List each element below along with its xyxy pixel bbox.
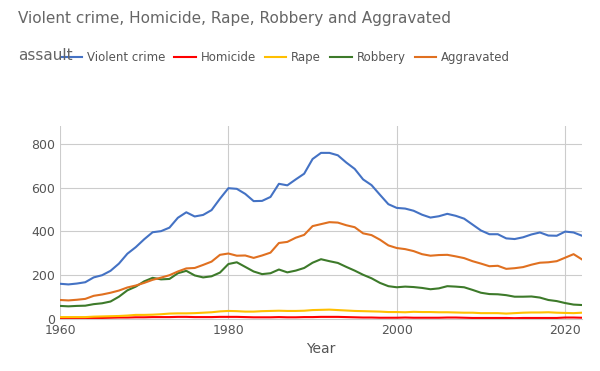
Aggravated [334, 220, 341, 225]
Robbery [570, 302, 577, 307]
Rape [317, 308, 325, 312]
Robbery [578, 303, 586, 307]
Line: Rape: Rape [60, 310, 582, 317]
Homicide [208, 315, 215, 319]
Violent crime [435, 214, 442, 219]
Violent crime [578, 233, 586, 238]
Robbery [435, 286, 442, 290]
Rape [326, 308, 333, 312]
Homicide [578, 315, 586, 320]
Robbery [65, 304, 72, 309]
Rape [200, 311, 207, 315]
Homicide [427, 315, 434, 320]
Text: Violent crime, Homicide, Rape, Robbery and Aggravated: Violent crime, Homicide, Rape, Robbery a… [18, 11, 451, 26]
Aggravated [578, 257, 586, 262]
Robbery [309, 260, 316, 265]
Line: Aggravated: Aggravated [60, 222, 582, 301]
Line: Violent crime: Violent crime [60, 153, 582, 285]
Aggravated [56, 298, 64, 302]
Homicide [56, 316, 64, 320]
Line: Robbery: Robbery [60, 259, 582, 306]
Robbery [208, 274, 215, 279]
Violent crime [208, 208, 215, 212]
Homicide [511, 316, 518, 321]
Robbery [56, 304, 64, 308]
Aggravated [208, 259, 215, 264]
Line: Homicide: Homicide [60, 317, 582, 318]
Rape [427, 310, 434, 314]
Violent crime [570, 230, 577, 235]
Aggravated [435, 253, 442, 257]
Violent crime [309, 157, 316, 161]
Violent crime [65, 282, 72, 287]
Rape [217, 309, 224, 313]
Homicide [174, 315, 181, 319]
Violent crime [334, 153, 341, 158]
Aggravated [225, 251, 232, 256]
Text: assault: assault [18, 48, 73, 63]
Aggravated [570, 252, 577, 256]
Homicide [225, 315, 232, 319]
Rape [570, 311, 577, 315]
Robbery [225, 262, 232, 266]
Violent crime [317, 151, 325, 155]
Aggravated [65, 298, 72, 303]
Rape [578, 311, 586, 315]
Homicide [570, 315, 577, 320]
Rape [301, 309, 308, 313]
Robbery [334, 261, 341, 265]
Rape [56, 315, 64, 319]
Aggravated [309, 224, 316, 228]
Legend: Violent crime, Homicide, Rape, Robbery, Aggravated: Violent crime, Homicide, Rape, Robbery, … [61, 51, 510, 64]
Violent crime [225, 186, 232, 190]
Homicide [326, 315, 333, 319]
Violent crime [56, 282, 64, 286]
X-axis label: Year: Year [307, 342, 335, 357]
Robbery [317, 257, 325, 262]
Aggravated [326, 220, 333, 224]
Homicide [309, 315, 316, 319]
